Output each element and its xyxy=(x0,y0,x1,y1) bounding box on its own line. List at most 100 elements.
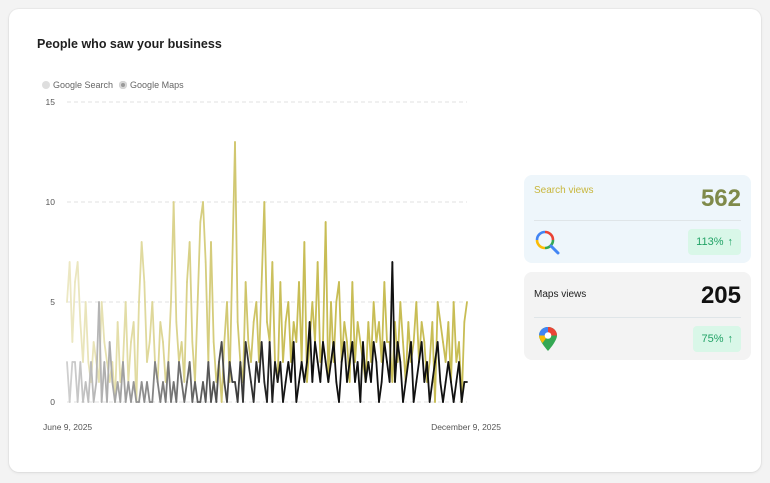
series-segment xyxy=(370,301,375,363)
series-segment xyxy=(394,341,399,383)
series-segment xyxy=(271,261,276,363)
series-segment xyxy=(271,361,276,403)
series-segment xyxy=(380,341,386,383)
series-segment xyxy=(410,341,415,403)
series-segment xyxy=(463,301,468,323)
series-segment xyxy=(196,221,202,303)
maps-views-label: Maps views xyxy=(534,289,587,300)
series-segment xyxy=(303,361,308,383)
series-segment xyxy=(146,381,151,403)
legend-dot-maps-icon xyxy=(119,81,128,89)
series-segment xyxy=(431,361,436,383)
series-segment xyxy=(415,361,420,383)
series-segment xyxy=(442,381,447,403)
series-segment xyxy=(378,381,383,403)
series-segment xyxy=(391,261,396,383)
series-segment xyxy=(79,361,84,403)
series-segment xyxy=(220,341,226,383)
series-segment xyxy=(228,361,234,383)
series-segment xyxy=(172,201,178,323)
maps-views-panel: Maps views 205 75% ↑ xyxy=(524,272,751,360)
series-segment xyxy=(327,301,332,383)
magnifier-icon xyxy=(534,229,560,260)
y-tick-label: 15 xyxy=(46,97,56,107)
series-segment xyxy=(338,281,343,363)
series-segment xyxy=(452,301,458,363)
series-segment xyxy=(380,281,386,363)
arrow-up-icon: ↑ xyxy=(727,236,734,248)
series-segment xyxy=(372,301,378,343)
series-segment xyxy=(244,341,250,363)
series-segment xyxy=(452,381,458,403)
series-segment xyxy=(183,381,188,403)
series-segment xyxy=(460,381,466,403)
legend-label-search: Google Search xyxy=(53,80,114,90)
series-segment xyxy=(362,341,367,383)
card-title: People who saw your business xyxy=(37,37,222,51)
series-segment xyxy=(84,301,90,363)
series-segment xyxy=(140,241,146,283)
series-segment xyxy=(343,321,348,343)
series-segment xyxy=(324,221,330,383)
series-segment xyxy=(68,261,74,343)
series-segment xyxy=(327,361,332,383)
series-segment xyxy=(351,341,356,383)
series-segment xyxy=(247,361,252,383)
y-tick-label: 0 xyxy=(50,397,55,407)
series-segment xyxy=(103,341,108,363)
series-segment xyxy=(428,381,434,403)
series-segment xyxy=(236,321,242,363)
series-segment xyxy=(354,321,359,363)
series-segment xyxy=(167,301,172,363)
series-segment xyxy=(359,341,364,403)
series-segment xyxy=(68,361,74,403)
series-segment xyxy=(108,341,114,383)
series-segment xyxy=(138,241,143,303)
x-end-label: December 9, 2025 xyxy=(431,422,501,432)
series-segment xyxy=(212,341,218,383)
search-series-line xyxy=(66,141,468,403)
series-segment xyxy=(156,321,162,383)
series-segment xyxy=(151,301,156,363)
series-segment xyxy=(167,361,172,403)
series-segment xyxy=(226,361,231,403)
series-segment xyxy=(436,301,442,323)
series-segment xyxy=(114,321,119,403)
series-segment xyxy=(124,301,130,383)
series-segment xyxy=(338,361,343,403)
series-segment xyxy=(276,281,282,383)
series-segment xyxy=(146,341,151,363)
series-segment xyxy=(450,301,455,383)
series-segment xyxy=(316,261,322,363)
maps-change-value: 75% xyxy=(701,333,724,345)
legend-item-maps[interactable]: Google Maps xyxy=(119,80,184,90)
series-segment xyxy=(234,141,239,323)
series-segment xyxy=(282,381,287,403)
series-segment xyxy=(426,361,431,403)
series-segment xyxy=(210,241,215,343)
series-segment xyxy=(322,341,327,363)
series-segment xyxy=(332,341,338,383)
series-segment xyxy=(143,281,148,363)
y-tick-label: 5 xyxy=(50,297,55,307)
divider xyxy=(534,220,741,221)
arrow-up-icon: ↑ xyxy=(727,333,734,345)
search-change-badge: 113% ↑ xyxy=(688,229,741,255)
series-segment xyxy=(396,341,402,363)
series-segment xyxy=(314,341,319,363)
series-segment xyxy=(292,341,298,403)
legend-item-search[interactable]: Google Search xyxy=(42,80,113,90)
series-segment xyxy=(202,201,207,263)
series-segment xyxy=(407,321,412,363)
series-segment xyxy=(159,321,164,343)
maps-pin-icon xyxy=(538,326,558,357)
series-segment xyxy=(154,361,159,383)
maps-change-badge: 75% ↑ xyxy=(693,326,741,352)
series-segment xyxy=(420,341,426,383)
series-segment xyxy=(258,281,263,363)
series-segment xyxy=(116,321,122,383)
series-segment xyxy=(263,201,268,323)
series-segment xyxy=(71,281,76,343)
series-segment xyxy=(458,361,463,403)
series-segment xyxy=(260,341,266,383)
